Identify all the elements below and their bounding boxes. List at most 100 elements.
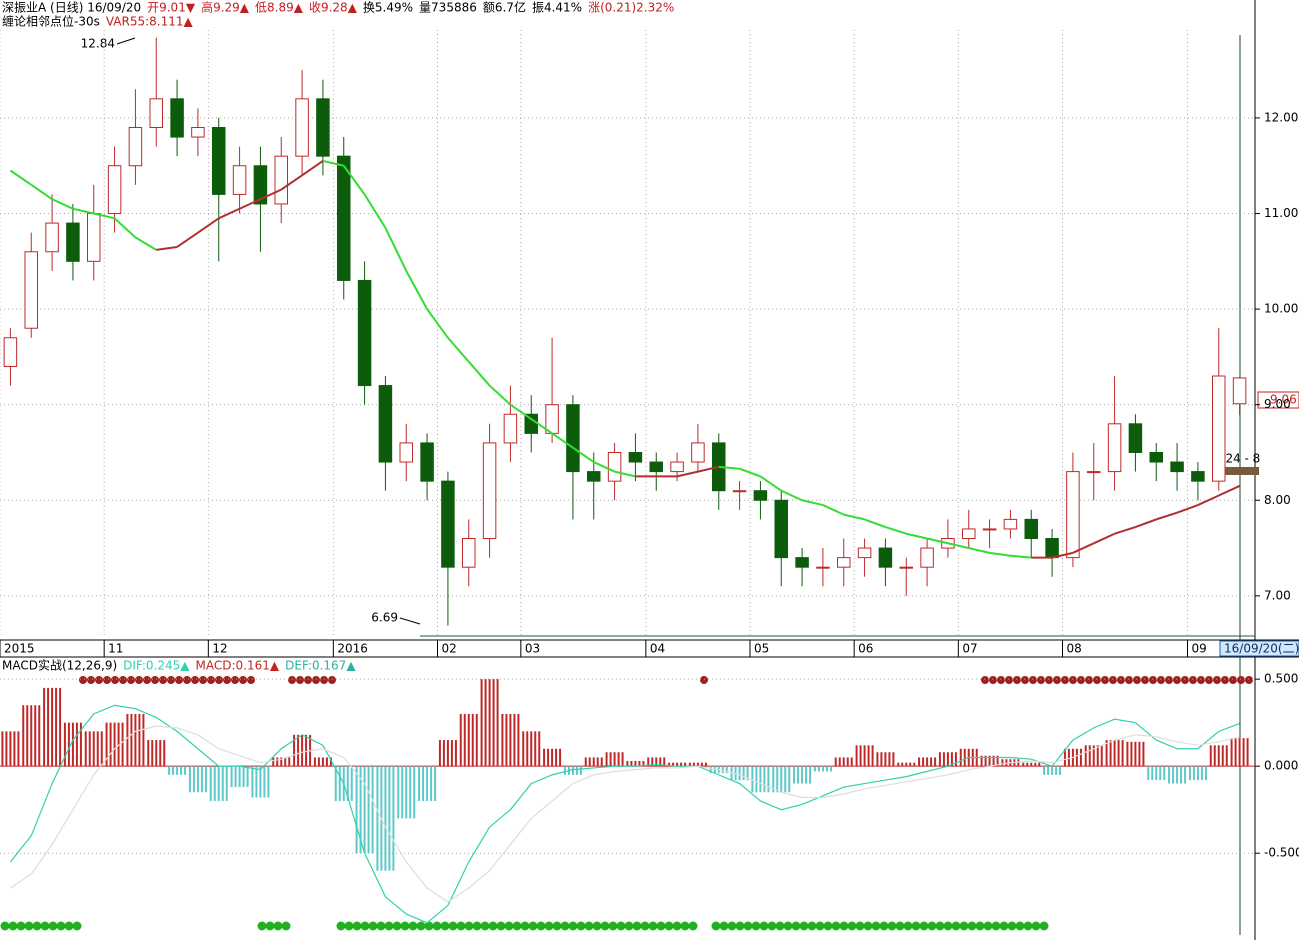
- candle-body: [1191, 471, 1205, 482]
- ma-line: [342, 165, 366, 195]
- candle-body: [337, 155, 351, 281]
- candle-body: [1003, 518, 1018, 530]
- annotation: 12.84: [81, 37, 115, 51]
- ma-line: [93, 212, 115, 220]
- candle-body: [920, 547, 934, 568]
- candle-body: [87, 213, 101, 262]
- ma-line: [176, 231, 199, 248]
- annotation: 8.24 - 8: [1214, 452, 1260, 466]
- header: 深振业A (日线) 16/09/20 开9.01▼ 高9.29▲ 低8.89▲ 收9.2…: [2, 0, 674, 29]
- ma-line: [614, 470, 636, 478]
- x-tick-label: 05: [754, 642, 769, 656]
- annotation: 9.06: [1270, 393, 1297, 407]
- candle-body: [857, 547, 872, 559]
- ma-line: [72, 207, 94, 215]
- candle-body: [24, 251, 38, 329]
- header-item: 额6.7亿: [483, 0, 526, 15]
- x-tick-label: 11: [108, 642, 123, 656]
- annotation: 6.69: [371, 611, 398, 625]
- macd-line: [9, 704, 1240, 924]
- ma-line: [759, 475, 782, 492]
- ma-line: [1176, 504, 1199, 514]
- y-tick-label: 7.00: [1264, 588, 1291, 602]
- ma-line: [363, 193, 387, 229]
- header-item: 涨(0.21)2.32%: [588, 0, 674, 15]
- candle-body: [691, 442, 705, 463]
- x-tick-label: 02: [442, 642, 457, 656]
- candle-body: [566, 404, 580, 473]
- ma-line: [1010, 554, 1032, 559]
- ma-line: [30, 184, 53, 201]
- ma-line: [218, 207, 241, 220]
- ma-line: [697, 465, 719, 473]
- candle-body: [1045, 538, 1059, 559]
- y-tick-label: 0.500: [1264, 672, 1298, 686]
- ma-line: [1197, 494, 1220, 506]
- ma-line: [906, 532, 928, 540]
- ma-line: [1155, 511, 1178, 521]
- y-tick-label: 9.00: [1264, 397, 1291, 411]
- candle-body: [878, 547, 893, 568]
- ma-line: [739, 467, 761, 478]
- candle-body: [1107, 423, 1122, 473]
- annotation: 16/09/20(二): [1224, 642, 1299, 656]
- ma-line: [51, 198, 74, 210]
- candle-body: [1066, 471, 1080, 559]
- candle-body: [816, 566, 830, 569]
- x-tick-label: 2015: [4, 642, 35, 656]
- candle-body: [732, 490, 747, 493]
- candle-body: [774, 499, 788, 559]
- candle-body: [962, 528, 976, 540]
- ma-line: [509, 403, 532, 420]
- ma-line: [822, 504, 845, 516]
- header-item: 低8.89▲: [255, 1, 304, 15]
- ma-line: [488, 384, 512, 406]
- legend-item: DIF:0.245▲: [123, 659, 190, 673]
- legend-item: MACD:0.161▲: [196, 659, 280, 673]
- x-tick-label: 08: [1067, 642, 1082, 656]
- ma-line: [405, 270, 428, 310]
- candle-body: [670, 461, 684, 473]
- date-box: [1219, 640, 1299, 657]
- candle-body: [1232, 377, 1247, 405]
- ma-line: [885, 526, 907, 535]
- header-item: 缠论相邻点位-30s: [2, 14, 100, 29]
- ma-line: [1114, 526, 1136, 535]
- header-item: 高9.29▲: [201, 0, 250, 15]
- candle-body: [795, 557, 809, 568]
- ma-line: [989, 551, 1011, 557]
- candle-body: [45, 222, 59, 253]
- ma-line: [843, 513, 865, 521]
- x-tick-label: 12: [212, 642, 227, 656]
- ma-line: [1051, 551, 1074, 559]
- ma-line: [780, 489, 803, 502]
- candle-body: [3, 337, 18, 367]
- ma-line: [1135, 518, 1157, 528]
- header-item: 收9.28▲: [309, 1, 358, 15]
- y-tick-label: -0.500: [1264, 846, 1299, 860]
- candle-body: [149, 98, 163, 128]
- ma-line: [134, 236, 157, 251]
- y-tick-label: 0.000: [1264, 759, 1298, 773]
- legend-item: MACD实战(12,26,9): [2, 658, 117, 673]
- candle-body: [462, 538, 476, 568]
- candle-body: [128, 126, 143, 167]
- x-tick-label: 04: [650, 642, 665, 656]
- header-item: 深振业A (日线) 16/09/20: [2, 1, 141, 15]
- header-item: VAR55:8.111▲: [106, 15, 194, 29]
- candle-body: [607, 451, 622, 482]
- ma-line: [280, 174, 303, 191]
- x-tick-label: 07: [962, 642, 977, 656]
- ma-line: [322, 159, 344, 167]
- y-tick-label: 10.00: [1264, 302, 1298, 316]
- ma-line: [197, 217, 220, 234]
- candle-body: [503, 413, 518, 444]
- ma-line: [9, 169, 32, 186]
- candle-body: [837, 557, 851, 568]
- ma-line: [530, 418, 553, 435]
- candle-body: [399, 442, 413, 463]
- x-tick-label: 2016: [337, 642, 368, 656]
- ma-line: [301, 160, 324, 177]
- ma-line: [551, 432, 574, 449]
